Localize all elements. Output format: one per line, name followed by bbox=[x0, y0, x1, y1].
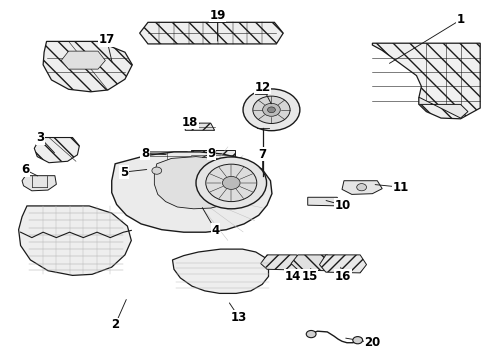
Text: 5: 5 bbox=[120, 166, 128, 179]
Polygon shape bbox=[191, 150, 235, 160]
Polygon shape bbox=[255, 86, 267, 94]
Polygon shape bbox=[308, 197, 341, 206]
Polygon shape bbox=[140, 22, 283, 44]
Text: 6: 6 bbox=[22, 163, 29, 176]
Text: 8: 8 bbox=[141, 147, 149, 160]
Polygon shape bbox=[419, 97, 468, 118]
Polygon shape bbox=[61, 51, 105, 69]
Circle shape bbox=[253, 96, 290, 123]
Polygon shape bbox=[372, 43, 480, 119]
Text: 17: 17 bbox=[98, 33, 115, 46]
Text: 14: 14 bbox=[285, 270, 301, 283]
Polygon shape bbox=[147, 152, 191, 159]
Polygon shape bbox=[261, 255, 305, 270]
Polygon shape bbox=[34, 138, 79, 163]
Text: 12: 12 bbox=[254, 81, 271, 94]
Polygon shape bbox=[342, 181, 382, 194]
Circle shape bbox=[243, 89, 300, 131]
Text: 2: 2 bbox=[111, 318, 119, 331]
Circle shape bbox=[306, 330, 316, 338]
Circle shape bbox=[152, 167, 162, 174]
Text: 18: 18 bbox=[182, 116, 198, 129]
Text: 16: 16 bbox=[335, 270, 351, 283]
Polygon shape bbox=[172, 249, 269, 293]
Text: 10: 10 bbox=[335, 199, 351, 212]
Polygon shape bbox=[319, 255, 367, 273]
Polygon shape bbox=[154, 157, 246, 209]
Text: 11: 11 bbox=[392, 181, 409, 194]
Polygon shape bbox=[112, 152, 272, 232]
Circle shape bbox=[353, 337, 363, 344]
Polygon shape bbox=[19, 206, 131, 275]
Text: 4: 4 bbox=[212, 224, 220, 237]
Text: 19: 19 bbox=[209, 9, 226, 22]
Polygon shape bbox=[43, 41, 132, 92]
Polygon shape bbox=[137, 166, 179, 176]
Circle shape bbox=[357, 184, 367, 191]
Text: 15: 15 bbox=[301, 270, 318, 283]
Circle shape bbox=[268, 107, 275, 113]
Circle shape bbox=[222, 176, 240, 189]
Circle shape bbox=[196, 157, 267, 209]
Text: 7: 7 bbox=[259, 148, 267, 161]
Text: 20: 20 bbox=[364, 336, 381, 349]
Circle shape bbox=[206, 164, 257, 202]
Circle shape bbox=[263, 103, 280, 116]
Text: 13: 13 bbox=[231, 311, 247, 324]
Text: 1: 1 bbox=[457, 13, 465, 26]
Polygon shape bbox=[291, 255, 334, 271]
Polygon shape bbox=[185, 123, 215, 130]
Polygon shape bbox=[22, 176, 56, 191]
Text: 3: 3 bbox=[36, 131, 44, 144]
Text: 9: 9 bbox=[208, 147, 216, 160]
